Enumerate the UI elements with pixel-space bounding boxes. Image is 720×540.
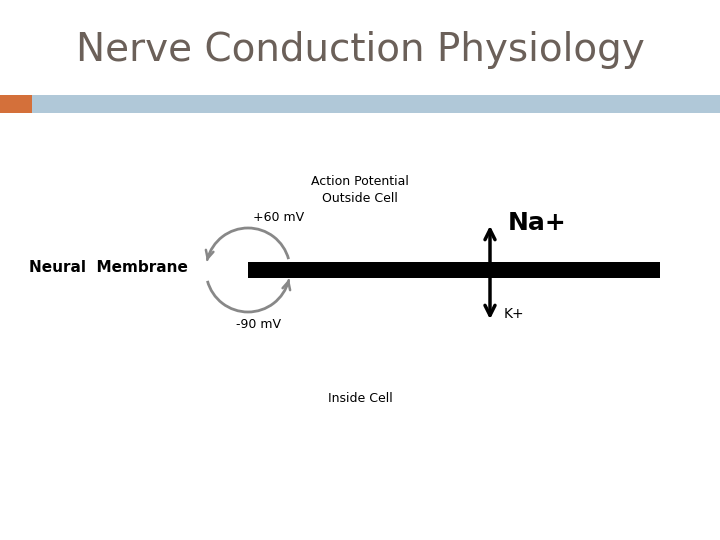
Text: Inside Cell: Inside Cell	[328, 392, 392, 405]
Text: -90 mV: -90 mV	[236, 318, 281, 331]
Text: +60 mV: +60 mV	[253, 211, 304, 224]
Text: K+: K+	[504, 307, 525, 321]
Bar	[32, 95, 720, 113]
Text: Nerve Conduction Physiology: Nerve Conduction Physiology	[76, 31, 644, 69]
Text: Na+: Na+	[508, 211, 567, 235]
Bar	[248, 262, 660, 278]
Text: Neural  Membrane: Neural Membrane	[29, 260, 187, 275]
Text: Action Potential
Outside Cell: Action Potential Outside Cell	[311, 175, 409, 205]
Bar	[0, 95, 32, 113]
